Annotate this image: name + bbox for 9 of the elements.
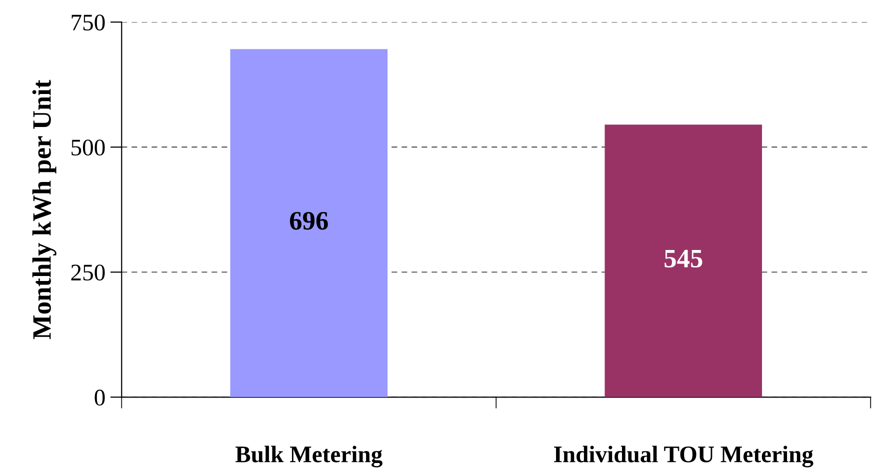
y-tick-label: 500 xyxy=(72,140,105,156)
y-axis-title: Monthly kWh per Unit xyxy=(32,80,56,340)
x-tick-label: Bulk Metering xyxy=(235,446,382,468)
data-label: 545 xyxy=(664,250,702,268)
data-label: 696 xyxy=(290,212,328,230)
y-tick-label: 750 xyxy=(72,14,105,31)
y-tick-label: 250 xyxy=(71,264,105,281)
x-tick-label: Individual TOU Metering xyxy=(554,446,814,468)
y-tick-label: 0 xyxy=(94,390,105,406)
